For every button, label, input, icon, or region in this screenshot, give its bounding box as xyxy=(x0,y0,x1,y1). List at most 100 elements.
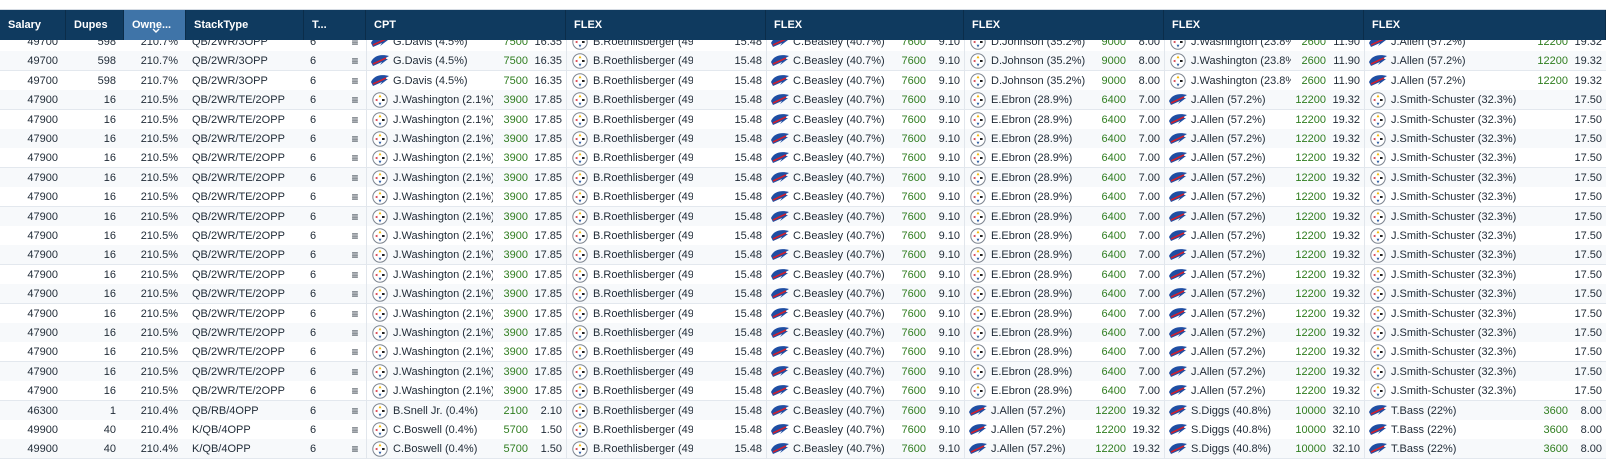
table-row[interactable]: 47900 16 210.5% QB/2WR/TE/2OPP 6 ≡ J.Washingto… xyxy=(0,381,1606,402)
col-header-flex-1[interactable]: FLEX xyxy=(566,10,766,40)
hamburger-icon[interactable]: ≡ xyxy=(351,93,359,108)
player-name[interactable]: J.Smith-Schuster (32.3%) xyxy=(1391,230,1517,242)
player-name[interactable]: J.Smith-Schuster (32.3%) xyxy=(1391,327,1517,339)
player-name[interactable]: E.Ebron (28.9%) xyxy=(991,346,1073,359)
player-name[interactable]: J.Smith-Schuster (32.3%) xyxy=(1391,385,1517,398)
player-name[interactable]: T.Bass (22%) xyxy=(1391,404,1457,417)
player-name[interactable]: J.Allen (57.2%) xyxy=(1191,113,1266,126)
player-name[interactable]: J.Allen (57.2%) xyxy=(991,424,1066,436)
player-name[interactable]: E.Ebron (28.9%) xyxy=(991,152,1073,165)
player-name[interactable]: B.Roethlisberger (49.3%) xyxy=(593,385,693,398)
player-name[interactable]: J.Allen (57.2%) xyxy=(1191,307,1266,320)
player-name[interactable]: J.Smith-Schuster (32.3%) xyxy=(1391,133,1517,145)
hamburger-icon[interactable]: ≡ xyxy=(351,403,359,418)
player-name[interactable]: E.Ebron (28.9%) xyxy=(991,133,1073,145)
hamburger-icon[interactable]: ≡ xyxy=(351,267,359,282)
player-name[interactable]: T.Bass (22%) xyxy=(1391,424,1457,436)
player-name[interactable]: B.Snell Jr. (0.4%) xyxy=(393,404,478,417)
table-row[interactable]: 47900 16 210.5% QB/2WR/TE/2OPP 6 ≡ J.Washingto… xyxy=(0,187,1606,208)
col-header-flex-5[interactable]: FLEX xyxy=(1364,10,1606,40)
player-name[interactable]: J.Allen (57.2%) xyxy=(1391,55,1466,68)
hamburger-icon[interactable]: ≡ xyxy=(351,423,359,437)
player-name[interactable]: B.Roethlisberger (49.3%) xyxy=(593,74,693,87)
col-header-cpt[interactable]: CPT xyxy=(366,10,566,40)
player-name[interactable]: C.Boswell (0.4%) xyxy=(393,424,478,436)
table-row[interactable]: 47900 16 210.5% QB/2WR/TE/2OPP 6 ≡ J.Washingto… xyxy=(0,245,1606,266)
player-name[interactable]: B.Roethlisberger (49.3%) xyxy=(593,307,693,320)
table-row[interactable]: 49700 598 210.7% QB/2WR/3OPP 6 ≡ G.Davis (4.5%… xyxy=(0,51,1606,72)
player-name[interactable]: J.Washington (2.1%) xyxy=(393,113,493,126)
player-name[interactable]: J.Washington (2.1%) xyxy=(393,191,493,204)
player-name[interactable]: J.Allen (57.2%) xyxy=(1191,191,1266,204)
player-name[interactable]: J.Smith-Schuster (32.3%) xyxy=(1391,268,1517,281)
player-name[interactable]: J.Allen (57.2%) xyxy=(1191,210,1266,223)
hamburger-icon[interactable]: ≡ xyxy=(351,151,359,166)
table-row[interactable]: 47900 16 210.5% QB/2WR/TE/2OPP 6 ≡ J.Washingto… xyxy=(0,226,1606,246)
hamburger-icon[interactable]: ≡ xyxy=(351,190,359,205)
player-name[interactable]: E.Ebron (28.9%) xyxy=(991,307,1073,320)
table-row[interactable]: 49700 598 210.7% QB/2WR/3OPP 6 ≡ G.Davis (4.5%… xyxy=(0,70,1606,91)
player-name[interactable]: E.Ebron (28.9%) xyxy=(991,268,1073,281)
hamburger-icon[interactable]: ≡ xyxy=(351,54,359,69)
player-name[interactable]: B.Roethlisberger (49.3%) xyxy=(593,327,693,339)
player-name[interactable]: J.Smith-Schuster (32.3%) xyxy=(1391,249,1517,262)
player-name[interactable]: C.Beasley (40.7%) xyxy=(793,365,885,378)
player-name[interactable]: J.Washington (2.1%) xyxy=(393,171,493,184)
table-row[interactable]: 47900 16 210.5% QB/2WR/TE/2OPP 6 ≡ J.Washingto… xyxy=(0,129,1606,149)
player-name[interactable]: J.Washington (23.8%) xyxy=(1191,74,1291,87)
player-name[interactable]: J.Washington (2.1%) xyxy=(393,230,493,242)
player-name[interactable]: E.Ebron (28.9%) xyxy=(991,171,1073,184)
table-row[interactable]: 47900 16 210.5% QB/2WR/TE/2OPP 6 ≡ J.Washingto… xyxy=(0,167,1606,188)
hamburger-icon[interactable]: ≡ xyxy=(351,384,359,399)
player-name[interactable]: C.Boswell (0.4%) xyxy=(393,443,478,456)
table-row[interactable]: 49900 40 210.4% K/QB/4OPP 6 ≡ C.Boswell (0.4%)… xyxy=(0,439,1606,460)
player-name[interactable]: J.Allen (57.2%) xyxy=(1191,94,1266,107)
player-name[interactable]: J.Allen (57.2%) xyxy=(1191,152,1266,165)
hamburger-icon[interactable]: ≡ xyxy=(351,73,359,88)
player-name[interactable]: C.Beasley (40.7%) xyxy=(793,288,885,301)
player-name[interactable]: D.Johnson (35.2%) xyxy=(991,74,1086,87)
player-name[interactable]: B.Roethlisberger (49.3%) xyxy=(593,113,693,126)
table-row[interactable]: 47900 16 210.5% QB/2WR/TE/2OPP 6 ≡ J.Washingto… xyxy=(0,361,1606,382)
player-name[interactable]: J.Smith-Schuster (32.3%) xyxy=(1391,288,1517,301)
player-name[interactable]: J.Smith-Schuster (32.3%) xyxy=(1391,307,1517,320)
player-name[interactable]: B.Roethlisberger (49.3%) xyxy=(593,152,693,165)
hamburger-icon[interactable]: ≡ xyxy=(351,364,359,379)
player-name[interactable]: J.Allen (57.2%) xyxy=(1191,249,1266,262)
player-name[interactable]: J.Allen (57.2%) xyxy=(991,443,1066,456)
player-name[interactable]: B.Roethlisberger (49.3%) xyxy=(593,443,693,456)
player-name[interactable]: J.Washington (2.1%) xyxy=(393,288,493,301)
player-name[interactable]: E.Ebron (28.9%) xyxy=(991,365,1073,378)
player-name[interactable]: E.Ebron (28.9%) xyxy=(991,230,1073,242)
player-name[interactable]: E.Ebron (28.9%) xyxy=(991,94,1073,107)
player-name[interactable]: C.Beasley (40.7%) xyxy=(793,443,885,456)
player-name[interactable]: B.Roethlisberger (49.3%) xyxy=(593,230,693,242)
player-name[interactable]: J.Allen (57.2%) xyxy=(1191,288,1266,301)
hamburger-icon[interactable]: ≡ xyxy=(351,229,359,243)
player-name[interactable]: J.Washington (2.1%) xyxy=(393,94,493,107)
player-name[interactable]: S.Diggs (40.8%) xyxy=(1191,404,1272,417)
player-name[interactable]: C.Beasley (40.7%) xyxy=(793,327,885,339)
player-name[interactable]: J.Washington (2.1%) xyxy=(393,249,493,262)
player-name[interactable]: C.Beasley (40.7%) xyxy=(793,268,885,281)
table-row[interactable]: 47900 16 210.5% QB/2WR/TE/2OPP 6 ≡ J.Washingto… xyxy=(0,323,1606,343)
player-name[interactable]: J.Allen (57.2%) xyxy=(1191,230,1266,242)
player-name[interactable]: J.Smith-Schuster (32.3%) xyxy=(1391,152,1517,165)
player-name[interactable]: J.Allen (57.2%) xyxy=(1191,365,1266,378)
player-name[interactable]: J.Allen (57.2%) xyxy=(1191,133,1266,145)
player-name[interactable]: S.Diggs (40.8%) xyxy=(1191,443,1272,456)
player-name[interactable]: J.Allen (57.2%) xyxy=(1191,346,1266,359)
hamburger-icon[interactable]: ≡ xyxy=(351,442,359,457)
player-name[interactable]: D.Johnson (35.2%) xyxy=(991,55,1086,68)
col-header-t[interactable]: T... xyxy=(304,10,366,40)
player-name[interactable]: J.Allen (57.2%) xyxy=(991,404,1066,417)
player-name[interactable]: C.Beasley (40.7%) xyxy=(793,55,885,68)
player-name[interactable]: C.Beasley (40.7%) xyxy=(793,94,885,107)
player-name[interactable]: C.Beasley (40.7%) xyxy=(793,404,885,417)
player-name[interactable]: B.Roethlisberger (49.3%) xyxy=(593,171,693,184)
player-name[interactable]: B.Roethlisberger (49.3%) xyxy=(593,404,693,417)
col-header-dupes[interactable]: Dupes xyxy=(66,10,124,40)
player-name[interactable]: C.Beasley (40.7%) xyxy=(793,230,885,242)
player-name[interactable]: C.Beasley (40.7%) xyxy=(793,152,885,165)
player-name[interactable]: J.Washington (2.1%) xyxy=(393,133,493,145)
